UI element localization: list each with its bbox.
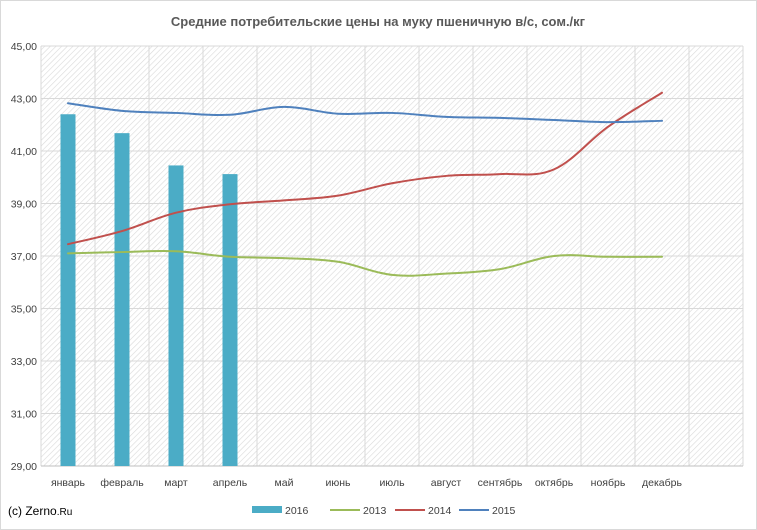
x-tick-label: июнь [325,477,351,489]
copyright-brand-suffix: .Ru [57,507,73,518]
y-tick-label: 37,00 [11,251,37,263]
x-tick-label: ноябрь [591,477,626,489]
grid-lines [40,45,744,467]
legend-label-2015: 2015 [492,505,516,517]
legend: 2016 2013 2014 2015 [252,505,516,517]
bar-2016-апрель [222,174,238,466]
y-tick-label: 29,00 [11,461,37,473]
x-tick-label: апрель [213,477,248,489]
x-tick-label: февраль [100,477,144,489]
copyright-prefix: (c) [8,504,25,518]
bar-2016-март [168,165,184,466]
x-tick-label: сентябрь [478,477,523,489]
y-tick-label: 45,00 [11,41,37,53]
bar-2016-февраль [114,133,130,466]
line-series-2015 [67,102,663,124]
copyright-brand: Zerno [25,504,57,518]
copyright: (c) Zerno.Ru [8,504,72,518]
x-tick-label: январь [51,477,86,489]
y-tick-label: 41,00 [11,146,37,158]
line-series-2013 [67,249,663,277]
x-tick-label: март [164,477,188,489]
y-tick-label: 33,00 [11,356,37,368]
x-tick-label: июль [379,477,405,489]
line-series-2014 [67,91,663,246]
y-axis: 29,00 31,00 33,00 35,00 37,00 39,00 41,00 43,00… [11,41,37,473]
legend-label-2016: 2016 [285,505,309,517]
legend-label-2014: 2014 [428,505,452,517]
y-tick-label: 43,00 [11,94,37,106]
x-tick-label: октябрь [535,477,574,489]
y-tick-label: 35,00 [11,304,37,316]
legend-label-2013: 2013 [363,505,387,517]
line-series [67,91,663,277]
x-axis: январь февраль март апрель май июнь июль август… [51,477,683,489]
legend-swatch-2016 [252,506,282,513]
chart-title: Средние потребительские цены на муку пше… [171,14,586,29]
x-tick-label: декабрь [642,477,682,489]
x-tick-label: август [431,477,462,489]
bar-2016-январь [60,114,76,466]
y-tick-label: 31,00 [11,409,37,421]
y-tick-label: 39,00 [11,199,37,211]
x-tick-label: май [275,477,294,489]
bar-series [60,114,238,466]
